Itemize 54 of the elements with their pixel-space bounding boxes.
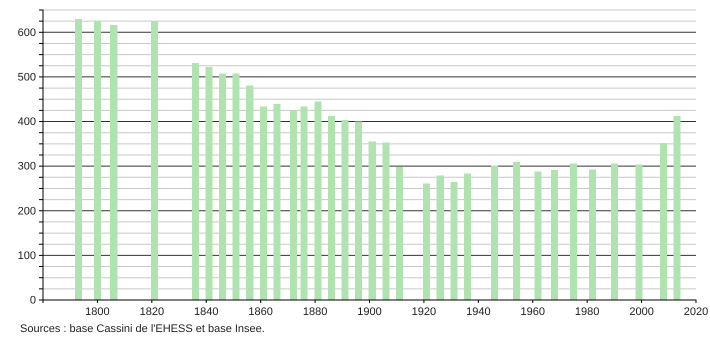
y-tick-label: 500 [18,71,36,84]
bar [512,162,520,300]
bar [660,142,667,300]
x-tick-label: 1880 [302,306,328,318]
bar [260,106,267,300]
x-tick-label: 1980 [574,306,600,318]
x-tick-label: 2020 [684,306,708,318]
bar [74,18,82,300]
bar [110,25,118,300]
x-tick-label: 2000 [629,306,654,318]
bar [673,116,680,300]
source-note: Sources : base Cassini de l'EHESS et base Insee. [20,323,265,335]
bar [550,170,558,300]
bar [610,163,618,300]
y-tick-label: 200 [18,205,36,218]
bar [589,170,596,300]
x-tick-label: 1860 [248,306,273,318]
x-tick-label: 1940 [466,306,491,318]
bar [273,104,281,300]
bar [94,20,101,300]
bar [423,184,430,300]
bar [570,163,578,300]
bar [491,166,498,300]
bar [192,63,199,300]
bar [300,106,308,300]
bar [436,176,444,300]
y-tick-label: 600 [18,26,36,39]
bar [205,67,213,300]
y-tick-label: 100 [18,250,36,262]
bar [151,21,158,300]
x-tick-label: 1840 [194,306,218,318]
bar [382,142,390,300]
x-tick-label: 1960 [520,306,545,318]
bar [246,85,254,300]
bar [219,73,226,300]
bar [534,172,542,300]
bar [355,122,362,300]
x-tick-label: 1800 [85,306,110,318]
y-tick-label: 400 [18,116,36,128]
x-tick-label: 1820 [140,306,164,318]
x-tick-label: 1920 [412,306,436,318]
bar [290,110,297,300]
bar [450,182,458,300]
bar [341,120,349,300]
bar [464,174,471,300]
y-tick-label: 0 [30,294,36,307]
bar [368,142,376,300]
bar [635,164,642,300]
bar [232,73,240,300]
x-tick-label: 1900 [357,306,382,318]
bar [314,101,322,300]
bar [328,116,335,300]
bar [396,166,403,300]
y-tick-label: 300 [18,160,36,173]
